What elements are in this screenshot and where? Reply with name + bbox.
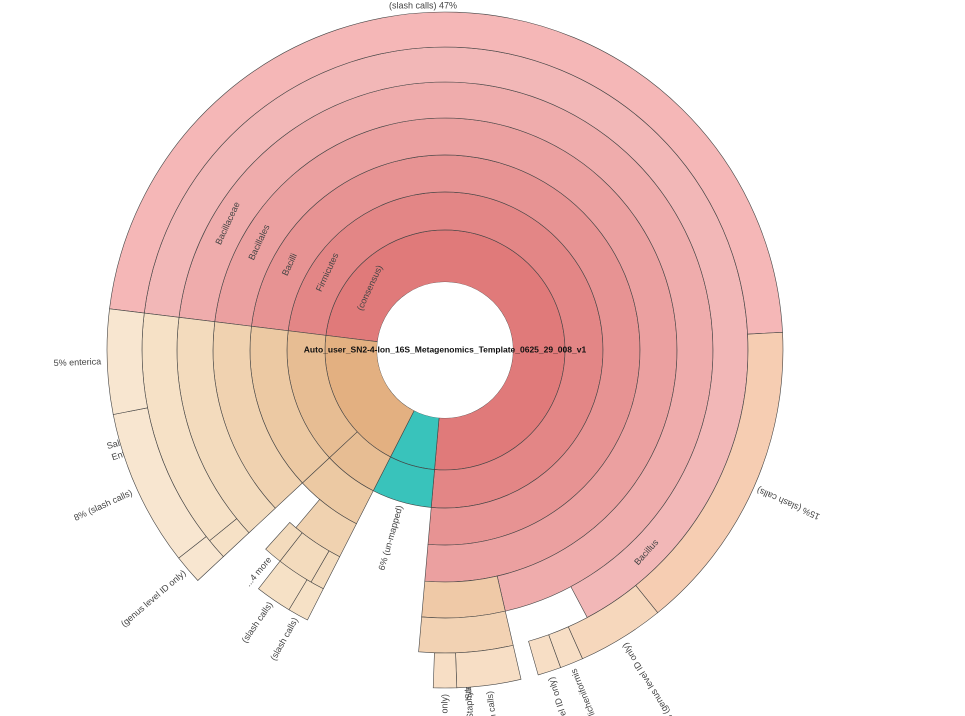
segment-label: 1% (genus level ID only) bbox=[439, 694, 449, 716]
segment-label: 1% licheniformis bbox=[568, 667, 602, 716]
segment-label: (slash calls) bbox=[240, 600, 275, 645]
center-label: Auto_user_SN2-4-Ion_16S_Metagenomics_Tem… bbox=[304, 344, 587, 354]
sunburst-segment[interactable] bbox=[107, 309, 148, 415]
segment-label: (slash calls) 47% bbox=[389, 1, 457, 11]
segment-label: 5% enterica bbox=[54, 356, 102, 368]
segment-label: 3% (slash calls) bbox=[484, 690, 502, 716]
segment-label: 8% (slash calls) bbox=[72, 488, 134, 523]
segment-label: (slash calls) bbox=[268, 616, 300, 662]
sunburst-segment[interactable] bbox=[433, 653, 457, 688]
sunburst-chart: (consensus)Firmicutes6% (un-mapped)Pseud… bbox=[0, 0, 965, 716]
segment-label: 4% (genus level ID only) bbox=[620, 641, 679, 716]
segment-label: 6% (un-mapped) bbox=[376, 504, 404, 571]
sunburst-segment[interactable] bbox=[422, 576, 506, 618]
segment-label: (genus level ID only) bbox=[119, 568, 188, 629]
segment-label: 15% (slash calls) bbox=[755, 485, 821, 522]
